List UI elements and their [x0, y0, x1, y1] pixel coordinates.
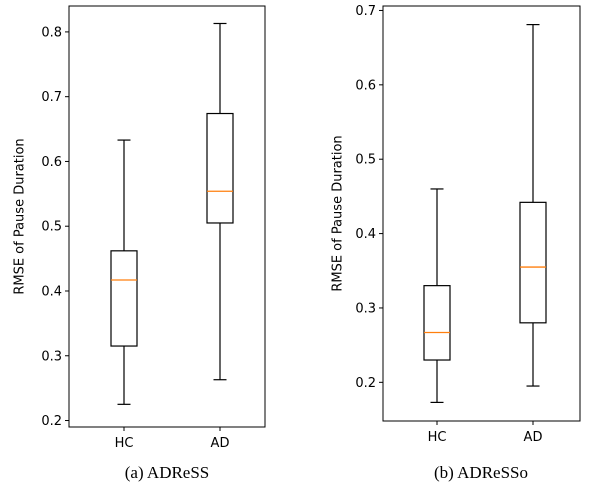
subfigure-caption: (b) ADReSSo [434, 463, 528, 482]
plot-frame [382, 5, 581, 422]
y-tick-label: 0.2 [41, 414, 62, 429]
y-axis-label: RMSE of Pause Duration [13, 138, 28, 294]
y-tick-label: 0.4 [41, 284, 62, 299]
y-tick-label: 0.6 [355, 78, 376, 93]
y-tick-label: 0.8 [41, 25, 62, 40]
y-axis-label: RMSE of Pause Duration [331, 135, 346, 291]
y-tick-label: 0.7 [355, 4, 376, 19]
x-tick-label: AD [211, 436, 230, 451]
y-tick-label: 0.3 [355, 301, 376, 316]
x-tick-label: AD [524, 430, 543, 445]
y-tick-label: 0.4 [355, 227, 376, 242]
y-tick-label: 0.2 [355, 376, 376, 391]
subfigure-caption: (a) ADReSS [125, 463, 210, 482]
x-tick-label: HC [115, 436, 134, 451]
plot-frame [68, 5, 266, 428]
y-tick-label: 0.5 [41, 220, 62, 235]
y-tick-label: 0.3 [41, 349, 62, 364]
y-tick-label: 0.6 [41, 155, 62, 170]
box-hc [110, 250, 138, 347]
y-tick-label: 0.5 [355, 153, 376, 168]
box-ad [519, 201, 547, 324]
box-ad [206, 112, 234, 224]
box-hc [423, 285, 451, 361]
x-tick-label: HC [428, 430, 447, 445]
y-tick-label: 0.7 [41, 90, 62, 105]
